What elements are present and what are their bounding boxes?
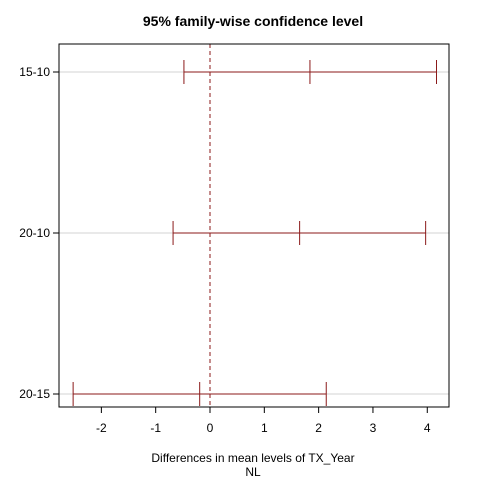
interval-15-10 bbox=[183, 60, 438, 84]
interval-20-15 bbox=[72, 382, 327, 406]
x-tick-label: 0 bbox=[207, 421, 214, 435]
x-tick-label: 3 bbox=[370, 421, 377, 435]
x-axis-sublabel: NL bbox=[245, 465, 261, 479]
y-tick-label: 15-10 bbox=[19, 65, 50, 79]
interval-20-10 bbox=[172, 221, 427, 245]
y-tick-label: 20-10 bbox=[19, 226, 50, 240]
x-tick-label: -1 bbox=[150, 421, 161, 435]
y-tick-label: 20-15 bbox=[19, 387, 50, 401]
x-tick-label: -2 bbox=[96, 421, 107, 435]
chart-title: 95% family-wise confidence level bbox=[143, 13, 363, 29]
x-tick-label: 1 bbox=[261, 421, 268, 435]
interval-marks bbox=[72, 60, 438, 406]
x-tick-label: 2 bbox=[315, 421, 322, 435]
plot-frame bbox=[58, 43, 450, 408]
y-axis: 15-10 20-10 20-15 bbox=[19, 65, 59, 401]
x-axis: -2 -1 0 1 2 3 4 bbox=[96, 407, 431, 435]
x-axis-label: Differences in mean levels of TX_Year bbox=[151, 451, 354, 465]
x-tick-label: 4 bbox=[424, 421, 431, 435]
